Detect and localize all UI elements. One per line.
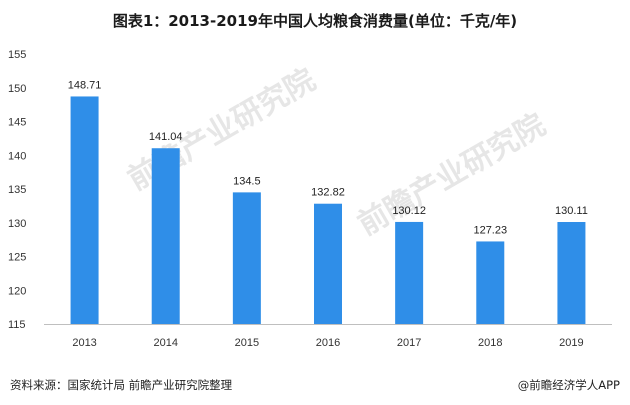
y-tick-label: 150 [8, 83, 26, 95]
x-axis: 2013 2014 2015 2016 2017 2018 2019 [44, 324, 612, 349]
y-tick-label: 155 [8, 49, 26, 61]
data-label-2018: 127.23 [473, 224, 507, 236]
data-label-2017: 130.12 [392, 205, 426, 217]
brand-credit: @前瞻经济学人APP [517, 378, 620, 392]
y-axis: 115 120 125 130 135 140 145 150 155 [8, 49, 26, 331]
x-tick-label-2019: 2019 [559, 337, 583, 349]
bar-2013 [70, 96, 99, 325]
y-tick-label: 145 [8, 117, 26, 129]
data-label-2013: 148.71 [68, 79, 102, 91]
chart-title: 图表1：2013-2019年中国人均粮食消费量(单位：千克/年) [112, 12, 518, 30]
data-label-2015: 134.5 [233, 175, 261, 187]
y-tick-label: 115 [8, 319, 26, 331]
x-tick-label-2015: 2015 [235, 337, 259, 349]
y-tick-label: 130 [8, 218, 26, 230]
bar-2016 [314, 203, 342, 324]
data-label-2016: 132.82 [311, 187, 345, 199]
source-note: 资料来源：国家统计局 前瞻产业研究院整理 [10, 378, 233, 392]
x-tick-label-2014: 2014 [153, 337, 177, 349]
y-tick-label: 135 [8, 184, 26, 196]
y-tick-label: 140 [8, 150, 26, 162]
bar-2015 [232, 192, 261, 324]
bar-2017 [395, 221, 424, 324]
data-labels: 148.71 141.04 134.5 132.82 130.12 127.23 130.1… [68, 79, 588, 236]
y-tick-label: 125 [8, 252, 26, 264]
y-tick-label: 120 [8, 285, 26, 297]
data-label-2019: 130.11 [555, 205, 588, 217]
x-tick-label-2013: 2013 [72, 337, 96, 349]
x-tick-label-2018: 2018 [478, 337, 502, 349]
data-label-2014: 141.04 [149, 131, 183, 143]
bars [70, 96, 586, 325]
x-tick-label-2017: 2017 [397, 337, 421, 349]
bar-2014 [151, 148, 180, 324]
x-tick-label-2016: 2016 [316, 337, 340, 349]
bar-2019 [557, 222, 586, 324]
bar-2018 [476, 241, 505, 324]
